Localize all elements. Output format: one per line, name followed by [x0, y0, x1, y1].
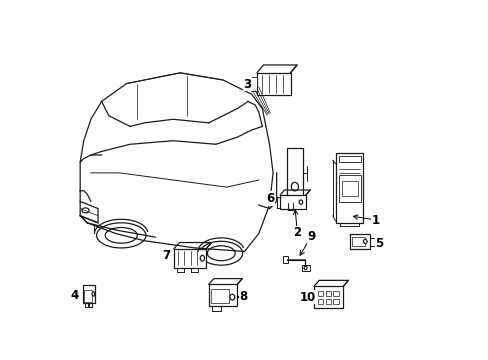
Bar: [83, 285, 95, 303]
Bar: [280, 195, 305, 209]
Bar: [339, 156, 360, 162]
Bar: [325, 291, 331, 296]
Ellipse shape: [363, 239, 366, 244]
Text: 3: 3: [243, 78, 251, 91]
Text: 9: 9: [306, 230, 315, 243]
Bar: [333, 291, 339, 296]
Ellipse shape: [92, 292, 95, 296]
Bar: [301, 265, 309, 271]
Ellipse shape: [200, 241, 242, 265]
Ellipse shape: [299, 200, 302, 204]
Text: 7: 7: [162, 248, 170, 261]
Bar: [210, 289, 229, 303]
Text: 10: 10: [299, 291, 315, 304]
Text: 1: 1: [371, 213, 379, 226]
Ellipse shape: [207, 246, 235, 261]
Bar: [84, 291, 92, 302]
Text: 6: 6: [265, 192, 274, 205]
Bar: [325, 299, 331, 304]
Ellipse shape: [304, 266, 306, 270]
Bar: [351, 237, 364, 247]
Bar: [339, 175, 360, 202]
Bar: [335, 153, 363, 223]
Bar: [173, 249, 205, 267]
Ellipse shape: [229, 294, 234, 300]
Ellipse shape: [200, 255, 204, 261]
Bar: [349, 234, 369, 249]
Ellipse shape: [82, 208, 89, 213]
Bar: [286, 148, 303, 203]
Bar: [283, 256, 287, 263]
Bar: [317, 299, 323, 304]
Bar: [313, 286, 343, 307]
Ellipse shape: [291, 182, 298, 191]
Text: 8: 8: [239, 289, 247, 303]
Text: 2: 2: [293, 226, 301, 239]
Bar: [317, 291, 323, 296]
Text: 5: 5: [375, 237, 383, 250]
Text: 4: 4: [71, 288, 79, 302]
Bar: [250, 77, 257, 91]
Bar: [333, 299, 339, 304]
Bar: [257, 73, 290, 95]
Bar: [341, 181, 357, 197]
Bar: [208, 284, 237, 306]
Ellipse shape: [97, 223, 145, 248]
Ellipse shape: [105, 228, 137, 243]
